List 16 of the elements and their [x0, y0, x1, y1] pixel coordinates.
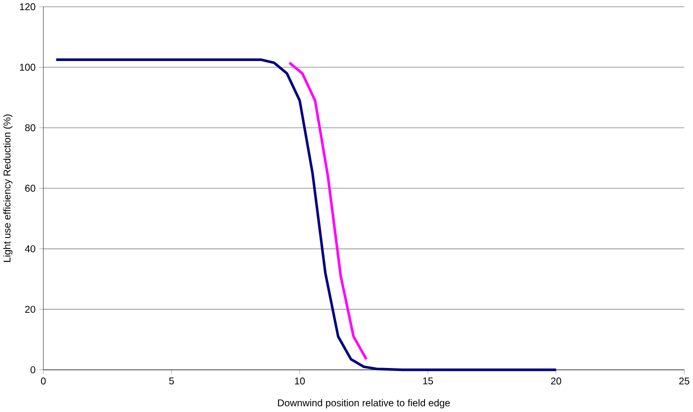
y-tick-label: 40: [24, 246, 36, 252]
x-axis-title: Downwind position relative to field edge: [278, 399, 450, 408]
x-tick-label: 0: [41, 378, 46, 385]
y-tick-label: 20: [25, 306, 36, 313]
x-tick-label: 25: [679, 378, 690, 385]
x-tick-label: 5: [169, 378, 174, 385]
x-tick-label: 20: [551, 378, 562, 385]
line-series: [288, 62, 368, 361]
y-tick-label: 0: [30, 366, 36, 374]
y-tick-label: 60: [25, 185, 36, 192]
y-tick-label: 120: [20, 3, 36, 10]
y-tick-label: 80: [25, 124, 36, 132]
x-tick-label: 10: [294, 378, 305, 385]
x-tick-label: 15: [423, 378, 433, 385]
y-tick-label: 100: [20, 64, 36, 71]
y-axis-title: Light use efficiency Reduction (%): [3, 114, 12, 262]
